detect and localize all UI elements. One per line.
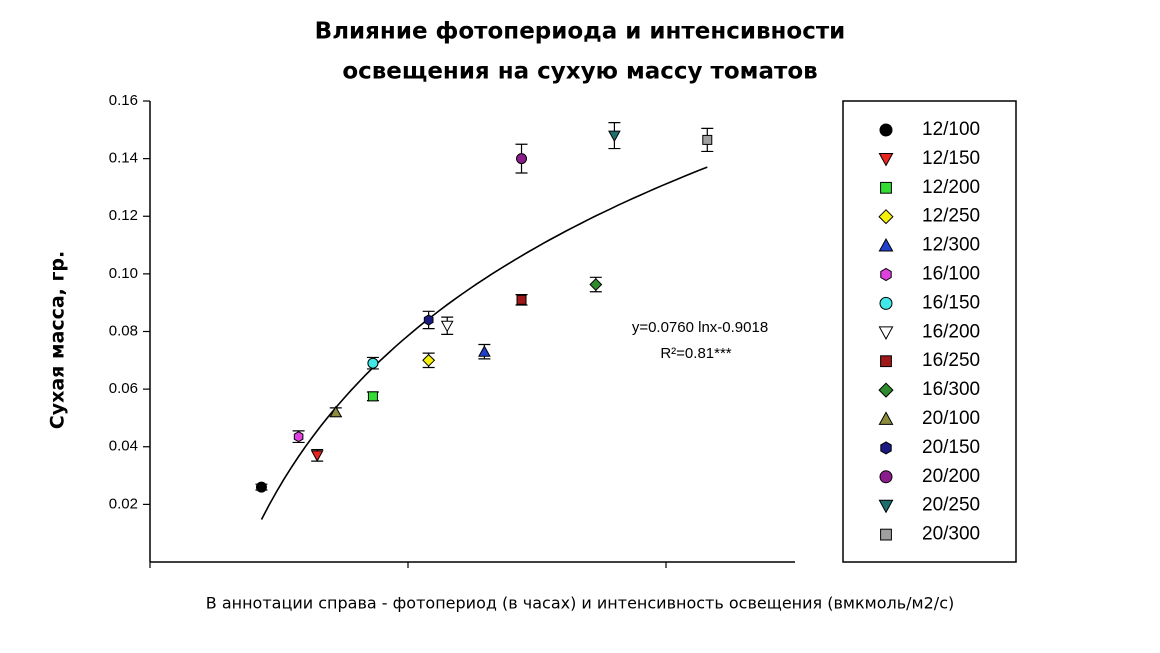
trendline-r2: R²=0.81*** [660,345,731,362]
legend-marker [879,123,893,137]
marker [422,353,436,367]
marker [702,134,713,145]
y-tick-label: 0.08 [109,322,138,339]
legend-marker [878,153,894,167]
legend-marker [878,411,894,425]
chart-title: Влияние фотопериода и интенсивности [315,19,846,45]
marker [255,481,267,493]
legend-label: 12/150 [922,148,980,169]
marker [589,278,603,292]
y-tick-label: 0.04 [109,438,138,455]
legend-box [842,100,1017,563]
y-tick-label: 0.10 [109,265,138,282]
legend-label: 12/200 [922,177,980,198]
legend-marker [878,237,894,252]
legend-label: 20/300 [922,524,980,545]
legend-label: 16/250 [922,350,980,371]
legend-marker [880,267,892,282]
legend-label: 16/150 [922,292,980,313]
marker [478,345,491,357]
marker [367,391,378,402]
legend-label: 12/250 [922,206,980,227]
legend-marker [878,209,894,225]
y-tick-label: 0.16 [109,92,138,109]
chart-title: освещения на сухую массу томатов [342,59,817,85]
marker [608,130,621,143]
marker [367,357,379,369]
legend-label: 20/250 [922,495,980,516]
legend-marker [880,441,892,455]
legend-marker [879,296,893,310]
legend-label: 12/100 [922,119,980,140]
marker [423,314,434,326]
y-tick-label: 0.14 [109,150,138,167]
legend-marker [878,499,894,514]
legend-marker [879,470,893,484]
trendline [260,166,708,520]
y-tick-label: 0.12 [109,207,138,224]
trendline-equation: y=0.0760 lnx-0.9018 [632,319,768,336]
marker [329,405,343,418]
y-tick-label: 0.06 [109,380,138,397]
legend-label: 12/300 [922,235,980,256]
legend-label: 16/100 [922,264,980,285]
legend-label: 20/100 [922,408,980,429]
y-axis-label: Сухая масса, гр. [47,251,69,430]
legend-marker [878,382,894,398]
legend-marker [880,528,892,541]
legend-label: 16/300 [922,379,980,400]
legend-marker [880,355,892,368]
marker [293,431,304,443]
marker [310,450,324,462]
legend-label: 16/200 [922,321,980,342]
legend-label: 20/150 [922,437,980,458]
marker [440,320,454,333]
marker [516,153,528,165]
legend-marker [880,181,892,194]
x-axis-label: В аннотации справа - фотопериод (в часах… [206,594,954,613]
legend-label: 20/200 [922,466,980,487]
legend-marker [878,326,894,340]
marker [516,294,527,305]
y-tick-label: 0.02 [109,495,138,512]
